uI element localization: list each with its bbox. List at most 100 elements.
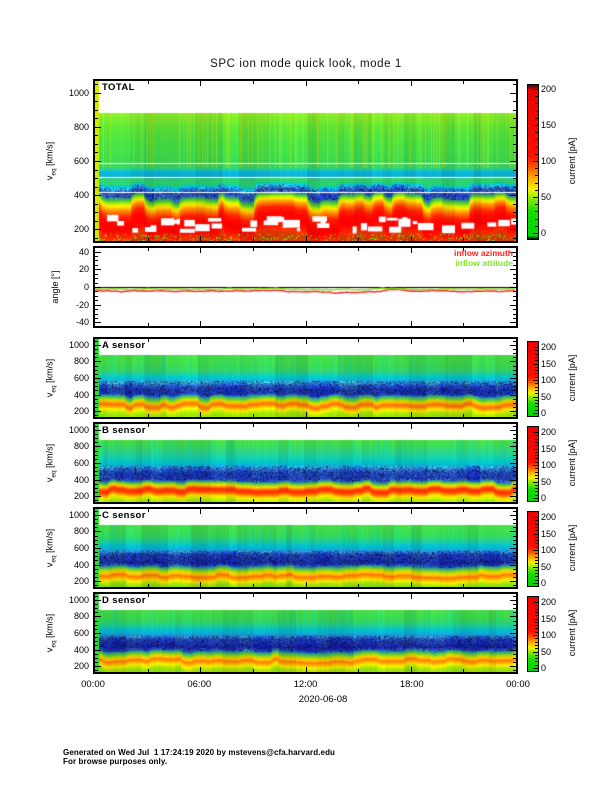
x-tick — [463, 584, 464, 587]
colorbar-label: current [pA] — [567, 524, 577, 572]
x-tick — [148, 323, 149, 326]
v-tick — [95, 84, 98, 85]
v-tick — [95, 446, 101, 447]
v-tick — [510, 600, 516, 601]
colorbar-tick-label: 200 — [541, 597, 557, 607]
d-sensor-spectrogram-canvas — [95, 594, 516, 672]
colorbar-tick — [535, 609, 538, 610]
angle-tick — [513, 296, 516, 297]
x-tick — [411, 248, 412, 253]
v-tick — [513, 511, 516, 512]
x-tick — [306, 424, 307, 429]
v-tick — [95, 366, 98, 367]
x-tick — [463, 248, 464, 251]
angle-tick — [95, 291, 98, 292]
v-tick — [513, 612, 516, 613]
v-tick — [95, 519, 98, 520]
angle-tick — [95, 314, 98, 315]
v-tick — [95, 353, 98, 354]
x-tick — [148, 499, 149, 502]
v-tick — [95, 341, 98, 342]
v-tick — [95, 492, 98, 493]
v-tick — [513, 500, 516, 501]
x-tick — [253, 323, 254, 326]
colorbar-tick — [535, 576, 538, 577]
v-tick-label: 1000 — [68, 425, 89, 435]
v-tick — [513, 637, 516, 638]
angle-tick — [95, 300, 98, 301]
x-axis-date-label: 2020-06-08 — [298, 694, 348, 705]
x-tick — [463, 339, 464, 342]
colorbar-tick — [535, 472, 538, 473]
x-tick — [306, 509, 307, 514]
v-tick — [95, 403, 98, 404]
colorbar-tick — [535, 390, 538, 391]
v-tick — [513, 556, 516, 557]
panel-inflow-angle: inflow azimuth inflow attitude — [93, 246, 518, 328]
colorbar-tick — [535, 530, 538, 531]
v-tick-label: 400 — [73, 560, 89, 570]
v-tick — [513, 662, 516, 663]
colorbar-tick — [535, 462, 538, 463]
v-tick — [513, 488, 516, 489]
colorbar-tick — [535, 455, 538, 456]
v-tick-label: 1000 — [68, 510, 89, 520]
v-tick — [95, 641, 98, 642]
colorbar-tick — [535, 154, 538, 155]
v-axis-label: veq [km/s] — [44, 443, 58, 483]
x-axis-tick-label: 06:00 — [187, 679, 212, 690]
v-tick — [95, 608, 98, 609]
a-sensor-spectrogram-canvas — [95, 339, 516, 417]
v-tick — [513, 604, 516, 605]
v-tick-label: 800 — [73, 611, 89, 621]
x-tick — [411, 321, 412, 326]
panel-d-sensor-spectrogram: D sensor — [93, 592, 518, 674]
colorbar-tick — [535, 580, 538, 581]
x-tick — [200, 236, 201, 241]
colorbar-tick — [535, 406, 538, 407]
colorbar-tick — [535, 491, 538, 492]
v-tick — [95, 349, 98, 350]
x-tick — [463, 81, 464, 84]
colorbar-tick-label: 200 — [541, 427, 557, 437]
v-tick — [510, 430, 516, 431]
v-tick — [95, 488, 98, 489]
v-tick-label: 200 — [73, 224, 89, 234]
angle-tick — [510, 322, 516, 323]
angle-tick-label: 20 — [78, 264, 89, 274]
colorbar-tick — [535, 168, 538, 169]
legend-inflow-azimuth: inflow azimuth — [453, 248, 513, 258]
legend-inflow-attitude: inflow attitude — [455, 258, 513, 268]
x-tick — [411, 509, 412, 514]
v-tick — [513, 101, 516, 102]
v-tick — [513, 645, 516, 646]
x-tick — [411, 582, 412, 587]
v-tick — [510, 93, 516, 94]
x-tick — [358, 499, 359, 502]
v-tick — [513, 382, 516, 383]
x-tick — [200, 667, 201, 672]
panel-label-d-sensor: D sensor — [102, 595, 146, 606]
v-tick — [95, 577, 98, 578]
footer-browse-line: For browse purposes only. — [63, 757, 168, 766]
v-tick — [510, 463, 516, 464]
colorbar-tick — [535, 605, 538, 606]
v-tick — [95, 161, 101, 162]
colorbar-tick — [533, 482, 538, 483]
x-tick — [463, 424, 464, 427]
v-tick-label: 600 — [73, 458, 89, 468]
colorbar-tick — [535, 524, 538, 525]
x-tick — [411, 424, 412, 429]
angle-tick — [95, 283, 98, 284]
v-tick — [95, 662, 98, 663]
v-tick — [95, 536, 98, 537]
angle-tick — [95, 318, 98, 319]
colorbar-tick — [533, 465, 538, 466]
v-tick — [95, 523, 98, 524]
colorbar-tick — [535, 527, 538, 528]
v-tick — [513, 144, 516, 145]
angle-tick — [510, 269, 516, 270]
v-tick — [513, 459, 516, 460]
v-tick-label: 400 — [73, 645, 89, 655]
v-tick — [95, 585, 98, 586]
